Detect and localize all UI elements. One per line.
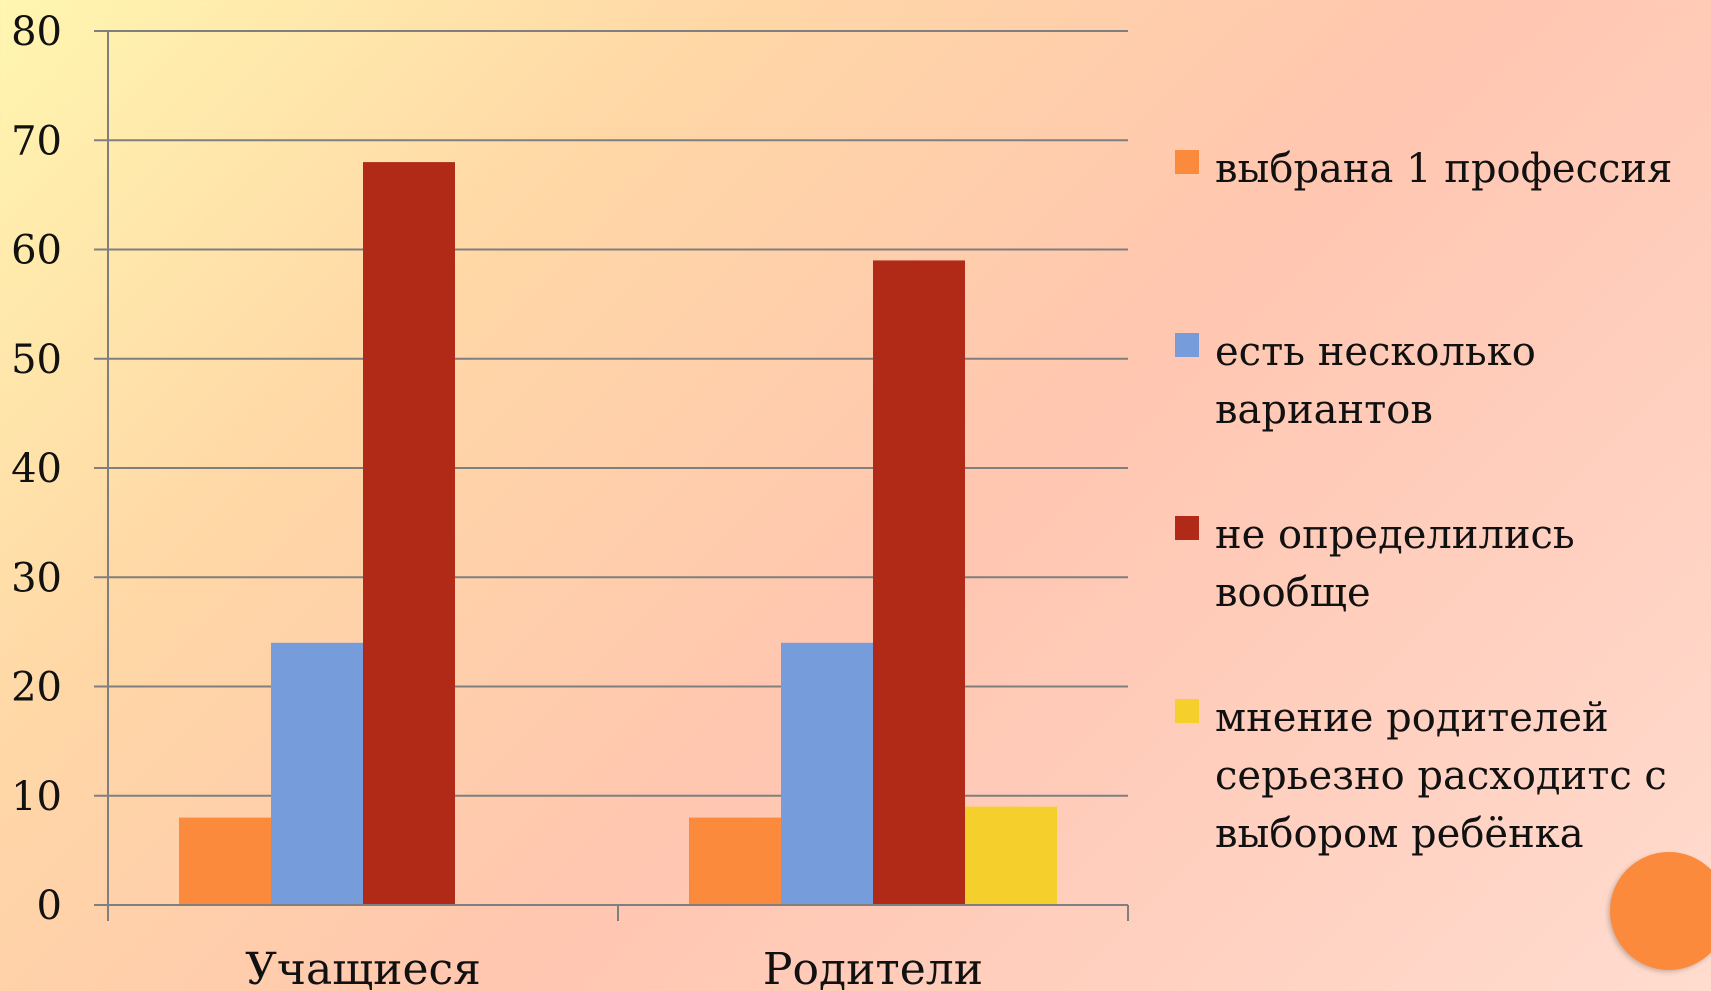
y-tick-label: 50 xyxy=(11,337,62,383)
axes xyxy=(94,30,1129,921)
bar-4-2 xyxy=(965,806,1057,905)
x-category-label: Учащиеся xyxy=(245,944,481,991)
bar-3-1 xyxy=(363,162,455,906)
legend-swatch xyxy=(1175,516,1199,540)
legend-swatch xyxy=(1175,333,1199,357)
y-tick-label: 60 xyxy=(11,228,62,274)
legend-label: есть несколько вариантов xyxy=(1215,329,1536,433)
legend-swatch xyxy=(1175,150,1199,174)
legend-label: выбрана 1 профессия xyxy=(1215,146,1673,192)
y-tick-label: 70 xyxy=(11,118,62,164)
legend-label: мнение родителей серьезно расходитс с вы… xyxy=(1215,695,1667,857)
y-tick-label: 0 xyxy=(37,883,62,929)
y-tick-label: 10 xyxy=(11,774,62,820)
y-tick-label: 40 xyxy=(11,446,62,492)
x-category-labels: Учащиеся Родители xyxy=(245,944,983,991)
x-category-label: Родители xyxy=(763,944,983,991)
y-tick-labels: 0 10 20 30 40 50 60 70 80 xyxy=(11,9,62,929)
y-tick-label: 20 xyxy=(11,665,62,711)
grid-lines xyxy=(108,30,1128,797)
chart-legend: выбрана 1 профессия есть несколько вариа… xyxy=(1175,0,1705,991)
bar-1-2 xyxy=(689,817,781,905)
bar-1-1 xyxy=(179,817,271,905)
y-tick-label: 80 xyxy=(11,9,62,55)
legend-label: не определились вообще xyxy=(1215,512,1575,616)
bar-3-2 xyxy=(873,260,965,905)
bars xyxy=(179,162,1057,906)
bar-2-2 xyxy=(781,642,873,905)
y-tick-label: 30 xyxy=(11,555,62,601)
decorative-circle xyxy=(1610,852,1711,970)
legend-swatch xyxy=(1175,699,1199,723)
bar-2-1 xyxy=(271,642,363,905)
